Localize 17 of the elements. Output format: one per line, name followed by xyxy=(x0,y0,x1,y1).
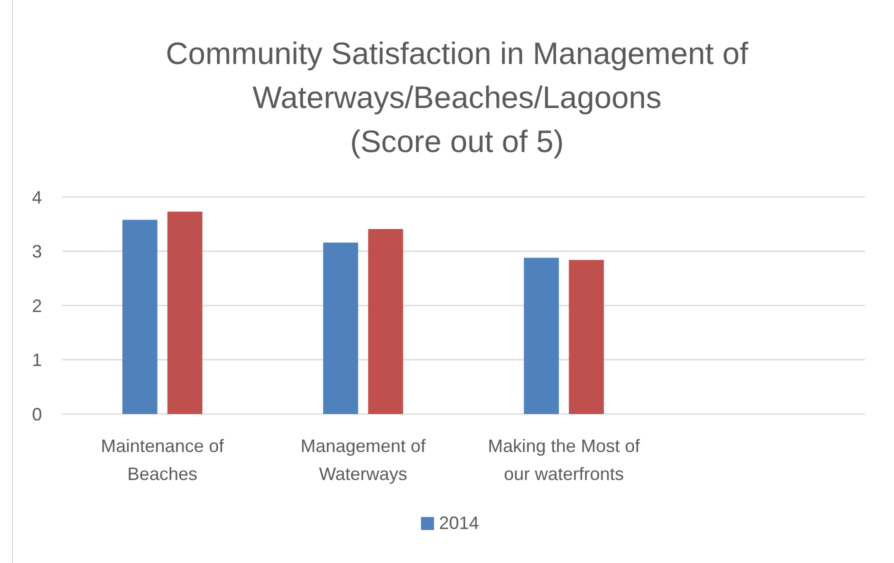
y-tick-label: 2 xyxy=(32,296,42,316)
bar xyxy=(122,220,158,414)
chart-subtitle: (Score out of 5) xyxy=(350,124,564,159)
y-tick-label: 4 xyxy=(32,187,42,208)
bar xyxy=(368,229,404,414)
x-tick-label: Making the Most of our waterfronts xyxy=(488,436,641,484)
x-tick-label: Management of Waterways xyxy=(300,436,427,484)
y-tick-label: 3 xyxy=(32,242,42,262)
bar xyxy=(323,242,358,414)
bar xyxy=(524,258,559,414)
y-tick-label: 1 xyxy=(32,350,42,370)
bar xyxy=(167,212,202,414)
x-tick-label: Maintenance of Beaches xyxy=(100,436,225,484)
chart-title: Community Satisfaction in Management of Waterways/Beaches/Lagoons xyxy=(166,36,749,115)
legend-label: 2014 xyxy=(439,513,480,533)
bar xyxy=(568,260,604,414)
y-tick-label: 0 xyxy=(32,404,42,424)
